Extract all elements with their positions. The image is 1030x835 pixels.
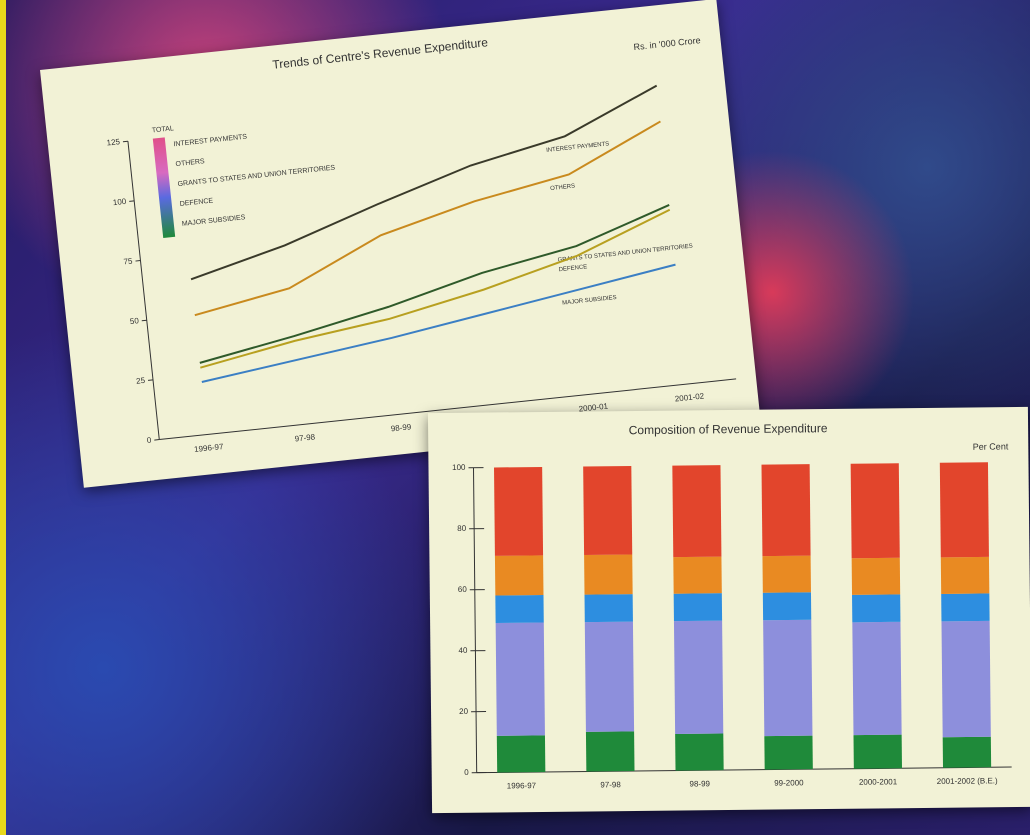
line bbox=[200, 208, 671, 369]
legend-label: DEFENCE bbox=[179, 197, 213, 207]
x-axis bbox=[159, 378, 737, 441]
legend-bar bbox=[152, 137, 176, 239]
bar-segment bbox=[852, 594, 901, 623]
bar-chart-card: Composition of Revenue Expenditure Per Ce… bbox=[427, 406, 1030, 814]
y-tick-label: 100 bbox=[452, 463, 466, 472]
line bbox=[194, 120, 661, 317]
y-tick bbox=[135, 260, 141, 262]
bar-segment bbox=[583, 466, 633, 555]
y-tick bbox=[122, 140, 128, 143]
bar-segment bbox=[675, 733, 724, 771]
y-tick bbox=[154, 439, 160, 441]
x-axis bbox=[476, 766, 1012, 774]
legend-label: OTHERS bbox=[175, 158, 205, 168]
bar-segment bbox=[761, 464, 811, 557]
chart: Composition of Revenue Expenditure Per Ce… bbox=[452, 421, 1012, 790]
x-tick-label: 1996-97 bbox=[507, 781, 537, 790]
bar-segment bbox=[762, 555, 811, 593]
bar-segment bbox=[584, 594, 633, 623]
bar-segment bbox=[850, 463, 900, 559]
chart-title: Composition of Revenue Expenditure bbox=[629, 421, 828, 437]
x-tick-label: 97-98 bbox=[294, 432, 316, 443]
y-tick bbox=[129, 200, 135, 202]
y-tick bbox=[147, 379, 154, 381]
line-label: GRANTS TO STATES AND UNION TERRITORIES bbox=[557, 244, 693, 264]
bar-segment bbox=[673, 620, 724, 734]
bar-segment bbox=[584, 554, 633, 595]
y-tick-label: 0 bbox=[464, 768, 469, 777]
y-tick-label: 125 bbox=[106, 137, 121, 147]
bar-segment bbox=[496, 735, 546, 773]
y-tick-label: 100 bbox=[112, 197, 127, 207]
bar-segment bbox=[941, 593, 990, 622]
line-label: MAJOR SUBSIDIES bbox=[562, 295, 617, 307]
y-tick-label: 25 bbox=[136, 376, 146, 386]
y-axis bbox=[472, 467, 478, 773]
x-tick-label: 1996-97 bbox=[194, 442, 225, 454]
line-label: DEFENCE bbox=[558, 264, 587, 273]
bar-segment bbox=[941, 620, 991, 738]
x-tick-label: 98-99 bbox=[390, 422, 412, 433]
chart-subtitle: Per Cent bbox=[973, 441, 1009, 451]
x-tick-label: 2001-02 bbox=[674, 391, 705, 403]
y-tick-label: 80 bbox=[457, 524, 467, 533]
bar-segment bbox=[942, 736, 992, 768]
x-tick-label: 2000-2001 bbox=[859, 777, 898, 786]
legend-label: INTEREST PAYMENTS bbox=[173, 134, 248, 149]
chart-subtitle: Rs. in '000 Crore bbox=[633, 35, 701, 52]
line bbox=[201, 263, 676, 383]
x-tick-label: 2001-2002 (B.E.) bbox=[937, 776, 998, 786]
bar-segment bbox=[673, 593, 723, 622]
x-tick-label: 99-2000 bbox=[774, 778, 804, 787]
y-tick-label: 50 bbox=[129, 316, 139, 326]
y-tick-label: 40 bbox=[458, 646, 468, 655]
bar-segment bbox=[673, 556, 722, 594]
bar-segment bbox=[762, 592, 812, 621]
legend-label: GRANTS TO STATES AND UNION TERRITORIES bbox=[177, 165, 335, 189]
bar-segment bbox=[853, 734, 902, 769]
legend-title: TOTAL bbox=[152, 125, 175, 134]
y-tick-label: 20 bbox=[459, 707, 469, 716]
y-tick-label: 0 bbox=[146, 435, 152, 444]
line bbox=[190, 84, 658, 281]
bar-segment bbox=[495, 595, 544, 624]
y-tick-label: 75 bbox=[123, 256, 133, 266]
y-tick bbox=[141, 319, 147, 322]
bar-segment bbox=[852, 621, 902, 736]
line-label: INTEREST PAYMENTS bbox=[546, 141, 610, 154]
line-label: OTHERS bbox=[550, 183, 576, 192]
line bbox=[199, 204, 670, 364]
bar-segment bbox=[494, 466, 544, 556]
bar-segment bbox=[494, 555, 544, 596]
bar-segment bbox=[939, 462, 989, 558]
bar-segment bbox=[764, 735, 813, 770]
bar-segment bbox=[672, 465, 722, 558]
legend-label: MAJOR SUBSIDIES bbox=[182, 214, 247, 228]
x-tick-label: 98-99 bbox=[689, 779, 710, 788]
bar-segment bbox=[763, 619, 813, 737]
bar-segment bbox=[940, 556, 990, 594]
edge bbox=[0, 0, 6, 835]
bar-segment bbox=[584, 621, 635, 732]
y-axis bbox=[127, 141, 160, 440]
bar-segment bbox=[851, 557, 901, 595]
bar-segment bbox=[495, 622, 545, 736]
bar-segment bbox=[585, 731, 635, 772]
y-tick-label: 60 bbox=[458, 585, 468, 594]
x-tick-label: 97-98 bbox=[600, 780, 621, 789]
